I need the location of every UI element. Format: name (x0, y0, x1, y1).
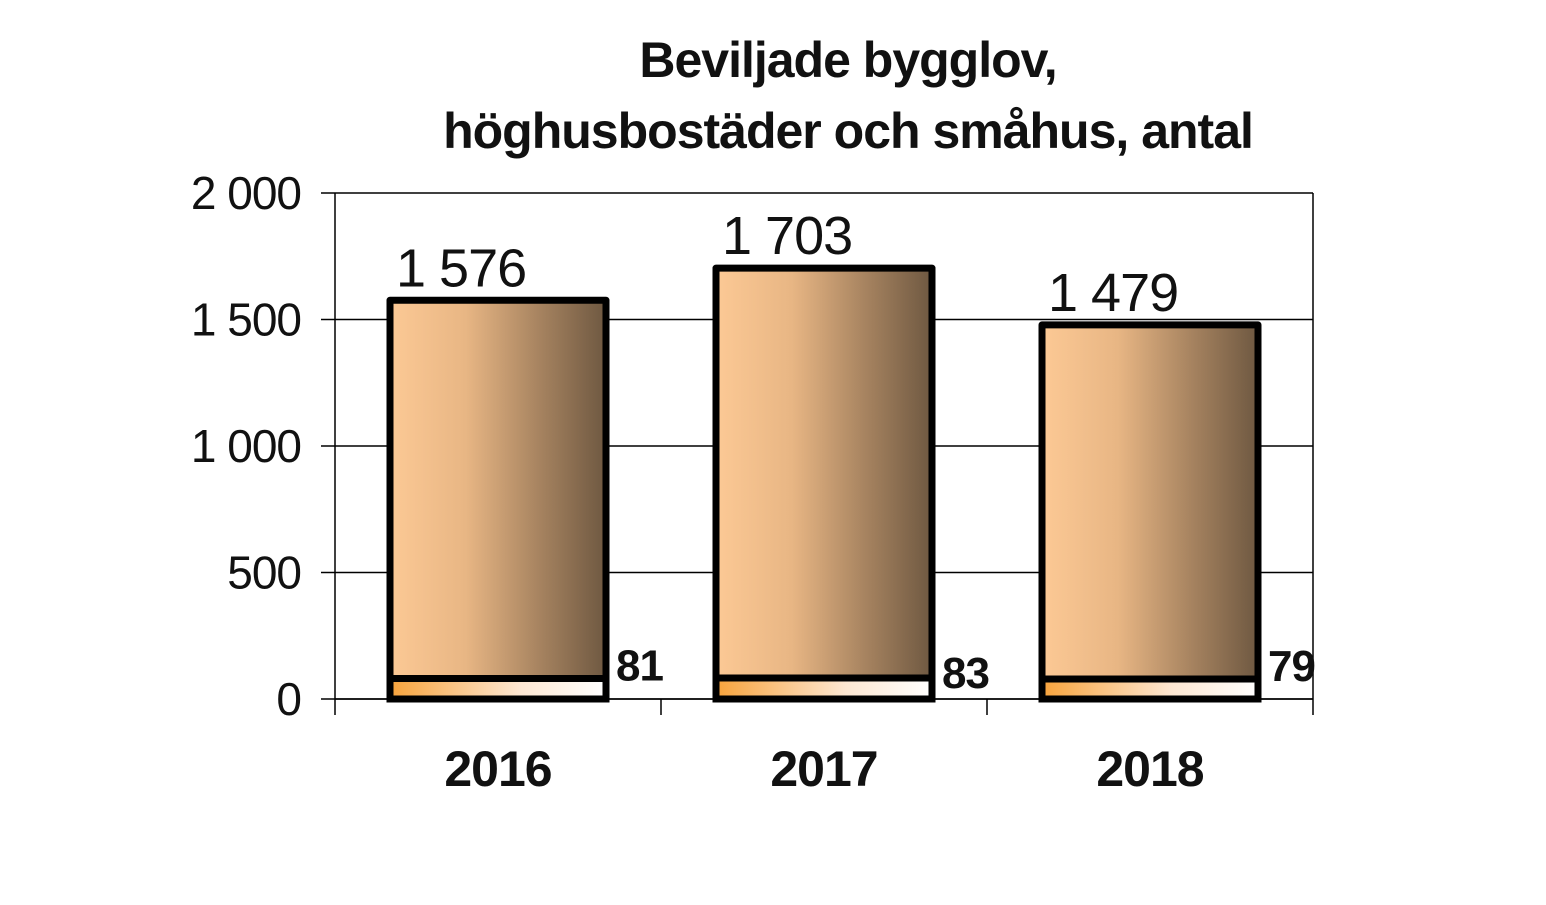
x-tick-label-2017: 2017 (770, 741, 877, 797)
y-tick-label: 500 (227, 547, 301, 599)
y-tick-label: 1 000 (191, 420, 301, 472)
bar-main-2018 (1038, 321, 1262, 703)
bar-main-2017 (712, 264, 936, 703)
x-tick-label-2016: 2016 (444, 741, 551, 797)
bar-small-2017 (712, 674, 936, 703)
bar-main-2016 (386, 296, 610, 703)
data-label-main-2018: 1 479 (1048, 263, 1178, 323)
chart-title: Beviljade bygglov, höghusbostäder och sm… (443, 32, 1254, 159)
bars (386, 264, 1262, 703)
bar-small-2016 (386, 675, 610, 703)
chart-title-line-2: höghusbostäder och småhus, antal (443, 103, 1253, 159)
data-label-small-2016: 81 (616, 642, 663, 691)
y-tick-label: 1 500 (191, 294, 301, 346)
y-axis-tick-labels: 0 500 1 000 1 500 2 000 (191, 167, 302, 725)
y-tick-label: 0 (276, 673, 301, 725)
data-label-main-2016: 1 576 (396, 238, 526, 298)
data-labels: 1 576 81 1 703 83 1 479 79 (396, 206, 1316, 698)
data-label-main-2017: 1 703 (722, 206, 852, 266)
data-label-small-2017: 83 (942, 649, 989, 698)
x-tick-label-2018: 2018 (1096, 741, 1203, 797)
chart-title-line-1: Beviljade bygglov, (639, 32, 1056, 88)
y-tick-label: 2 000 (191, 167, 301, 219)
x-axis-tick-labels: 2016 2017 2018 (444, 741, 1204, 797)
data-label-small-2018: 79 (1268, 642, 1315, 691)
bar-small-2018 (1038, 675, 1262, 703)
